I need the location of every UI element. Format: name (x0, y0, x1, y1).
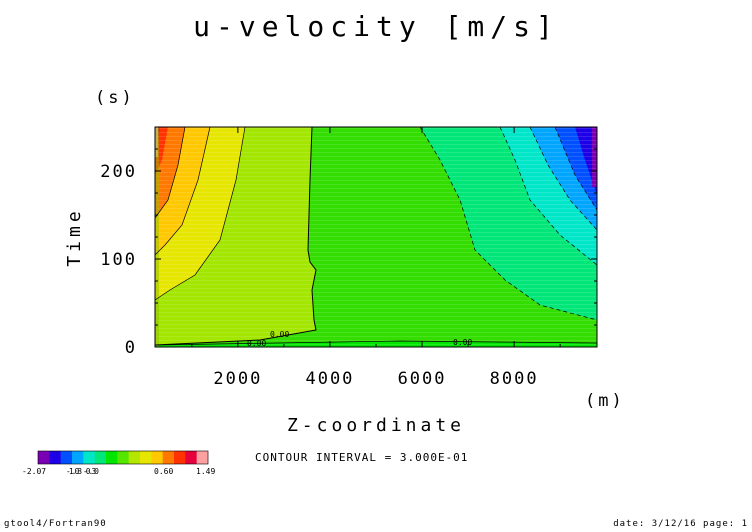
colorbar-swatch (106, 451, 118, 464)
y-tick-label: 100 (100, 250, 137, 270)
colorbar-frame (37, 450, 209, 465)
x-tick-label: 2000 (213, 369, 262, 389)
x-axis-label: Z-coordinate (287, 415, 465, 436)
contour-line-positive-2 (155, 127, 211, 256)
contour-line-bottom (155, 340, 597, 346)
contour-line-negative-3 (529, 127, 597, 231)
scanline-texture (155, 127, 597, 347)
x-axis: 2000 4000 6000 8000 (191, 127, 561, 389)
y-axis: 0 100 200 (100, 126, 597, 358)
colorbar-swatch (162, 451, 175, 464)
contour-label: 0.00 (453, 338, 472, 347)
contour-label: 0.00 (247, 339, 266, 348)
y-axis-unit: (s) (95, 88, 135, 108)
colorbar-swatch (185, 451, 197, 464)
plot-area (155, 127, 597, 347)
colorbar-swatch (151, 451, 163, 464)
colorbar-swatch (174, 451, 186, 464)
x-tick-label: 4000 (305, 369, 354, 389)
colorbar-swatch (140, 451, 152, 464)
contour-interval-text: CONTOUR INTERVAL = 3.000E-01 (255, 451, 468, 464)
x-tick-label: 8000 (490, 369, 539, 389)
y-tick-label: 0 (125, 338, 137, 358)
colorbar-swatch (38, 451, 50, 464)
contour-line-positive-1 (155, 127, 246, 301)
colorbar-label-overlap: -1.03 -0.30 (66, 467, 99, 476)
colorbar-label: 0.60 (154, 467, 173, 476)
footer-right: date: 3/12/16 page: 1 (613, 519, 748, 529)
footer-left: gtool4/Fortran90 (4, 519, 107, 529)
contour-label: 0.00 (270, 330, 289, 339)
colorbar (37, 450, 209, 465)
x-axis-unit: (m) (585, 391, 625, 411)
colorbar-swatch (94, 451, 107, 464)
colorbar-swatch (60, 451, 73, 464)
colorbar-label: -2.07 (22, 467, 46, 476)
chart-title: u-velocity [m/s] (193, 10, 559, 43)
contour-line-negative-2 (499, 127, 597, 266)
colorbar-swatch (196, 451, 209, 464)
colorbar-swatch (72, 451, 84, 464)
contour-line-zero (155, 127, 317, 346)
contour-line-negative-4 (554, 127, 597, 211)
y-axis-label: Time (64, 207, 85, 266)
x-tick-label: 6000 (398, 369, 447, 389)
contour-line-positive-3 (155, 127, 186, 219)
colorbar-swatch (128, 451, 141, 464)
colorbar-swatch (83, 451, 95, 464)
contour-line-negative-1 (419, 127, 597, 321)
colorbar-swatch (49, 451, 61, 464)
y-tick-label: 200 (100, 162, 137, 182)
colorbar-swatch (117, 451, 129, 464)
colorbar-label: 1.49 (196, 467, 215, 476)
